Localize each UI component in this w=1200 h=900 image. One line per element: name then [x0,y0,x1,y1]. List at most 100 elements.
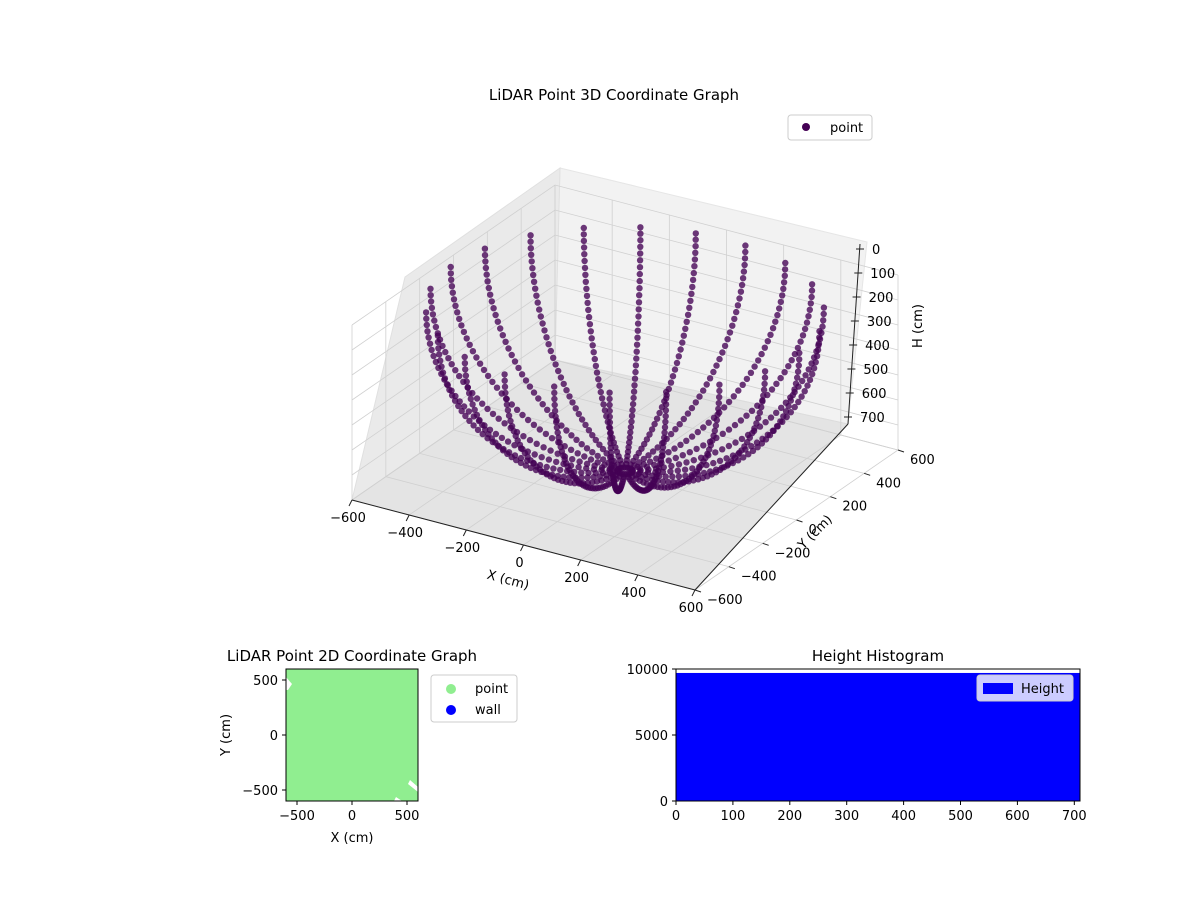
plot3d-point [530,271,537,279]
plot3d-point [769,325,777,332]
plot3d-point [633,348,640,355]
plot3d-point [760,386,768,393]
plot2d-y-tick-label: 0 [270,729,278,744]
plot3d-point [687,297,694,304]
plot3d-point [628,418,635,425]
plot3d-point [643,436,651,443]
plot3d-point [635,313,642,320]
plot3d-point [700,442,707,449]
plot3d-y-tick-label: −400 [741,570,777,585]
plot3d-point [761,374,769,381]
plot3d-point [560,380,567,388]
plot3d-point [596,382,603,389]
plot3d-z-tick-label: 200 [869,291,894,306]
plot3d-point [424,328,431,335]
plot3d-point [474,426,482,434]
plot3d-point [754,444,761,451]
plot3d-point [584,474,591,481]
plot3d-point [428,304,436,312]
histogram-title: Height Histogram [812,647,944,665]
plot3d-point [669,473,676,480]
plot3d-y-tick-mark [796,519,803,523]
plot3d-point [581,251,588,258]
plot3d-point [703,381,710,388]
plot2d-y-tick-label: −500 [242,784,278,799]
plot2d-legend-label-wall: wall [475,703,501,718]
plot3d-point [731,421,739,429]
plot3d-point [517,454,525,462]
plot3d-z-tick-label: 100 [870,267,895,282]
plot3d-point [481,251,489,259]
plot3d-point [661,424,669,431]
plot3d-point [575,410,582,418]
plot3d-point [566,393,573,400]
plot3d-y-tick-mark [830,496,837,500]
lidar-2d-plot: LiDAR Point 2D Coordinate Graph −500 0 500… [219,647,518,846]
plot3d-point [781,266,789,273]
height-histogram: Height Histogram 0 100 200 300 400 500 600 700 … [627,647,1087,824]
plot3d-point [502,338,509,345]
plot3d-point [682,325,689,332]
plot3d-point [748,407,756,414]
plot3d-point [452,302,459,309]
plot3d-point [635,470,642,478]
plot3d-x-ticks: −600 −400 −200 0 200 400 600 [330,499,704,616]
plot3d-x-label: X (cm) [485,568,530,594]
plot3d-point [677,346,684,353]
plot3d-point [606,413,613,420]
plot3d-point [716,393,723,401]
plot3d-point [700,424,707,431]
plot3d-point [435,345,442,352]
plot3d-point [733,308,740,316]
plot3d-point [761,380,768,387]
plot3d-point [456,315,463,323]
plot3d-point [601,407,609,414]
plot3d-point [632,362,640,369]
plot3d-point [599,445,607,453]
plot3d-point [551,395,558,403]
plot3d-point [473,395,481,402]
plot3d-point [492,311,499,319]
plot3d-point [606,407,613,415]
plot3d-point [557,374,565,381]
plot3d-point [568,432,575,439]
plot3d-point [785,363,792,370]
plot3d-point [782,259,789,267]
plot3d-point [676,421,683,428]
plot3d-point [578,416,586,423]
plot3d-point [593,369,601,376]
plot3d-y-tick-mark [864,472,871,476]
plot3d-point [458,407,465,415]
plot3d-point [675,479,682,486]
plot3d-point [719,446,726,453]
plot3d-point [743,412,750,419]
histogram-y-tick-label: 0 [660,795,668,810]
plot3d-point [532,285,539,292]
plot3d-point [598,395,606,402]
plot3d-point [756,409,763,416]
plot3d-point [508,423,516,430]
plot3d-point [590,473,597,481]
histogram-legend-box [976,674,1074,702]
plot3d-point [665,449,672,456]
plot3d-y-tick-mark [694,589,702,593]
plot3d-point [679,452,686,459]
plot3d-point [513,406,521,413]
plot3d-x-tick-label: 600 [679,601,704,616]
plot3d-point [527,232,534,239]
plot3d-point [712,466,720,473]
plot3d-point [487,291,494,298]
plot3d-point [476,360,484,367]
plot3d-point [513,456,520,464]
plot2d-x-tick-label: −500 [279,809,315,824]
plot3d-point [766,432,774,439]
plot3d-point [810,365,818,372]
plot3d-point [675,473,683,480]
plot3d-point [490,305,497,312]
plot3d-point [810,354,818,361]
plot3d-point [606,395,613,403]
plot3d-point [462,372,470,379]
plot3d-point [466,390,473,397]
plot3d-point [707,468,714,475]
plot3d-point [466,341,473,348]
